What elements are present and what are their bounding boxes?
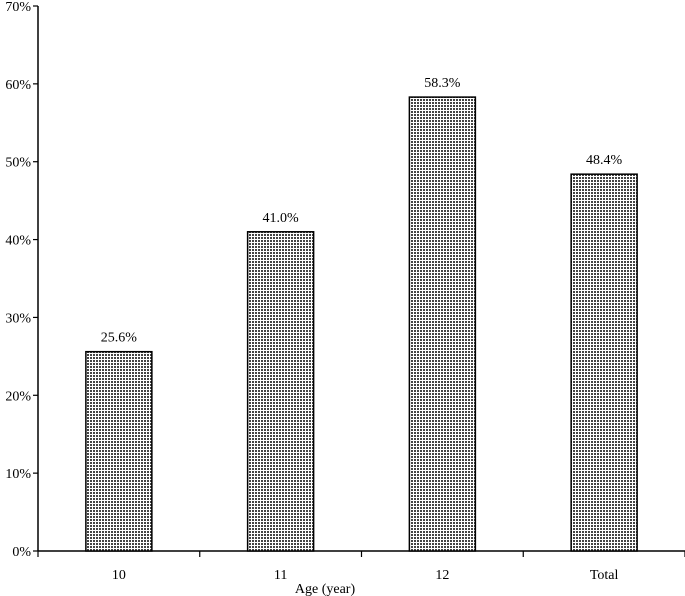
bar: [570, 173, 638, 552]
bar: [408, 96, 477, 552]
data-label: 58.3%: [424, 76, 461, 91]
bar: [246, 231, 315, 552]
y-tick-label: 10%: [5, 467, 31, 482]
data-label: 41.0%: [263, 211, 300, 226]
y-tick-label: 20%: [5, 389, 31, 404]
y-tick-label: 0%: [12, 545, 31, 560]
y-tick-label: 30%: [5, 311, 31, 326]
x-tick-label: 11: [274, 568, 287, 583]
x-tick-label: 12: [435, 568, 449, 583]
bars: [85, 96, 638, 552]
bar: [85, 350, 153, 552]
y-tick-label: 60%: [5, 78, 31, 93]
data-label: 48.4%: [586, 153, 623, 168]
y-tick-label: 70%: [5, 0, 31, 15]
x-tick-label: Total: [590, 568, 619, 583]
y-tick-label: 50%: [5, 156, 31, 171]
x-tick-label: 10: [112, 568, 126, 583]
x-axis-title: Age (year): [295, 582, 356, 596]
data-label: 25.6%: [101, 331, 138, 346]
labels: 25.6% 10 41.0% 11 58.3% 12 48.4% Total: [101, 76, 623, 583]
y-tick-label: 40%: [5, 234, 31, 249]
